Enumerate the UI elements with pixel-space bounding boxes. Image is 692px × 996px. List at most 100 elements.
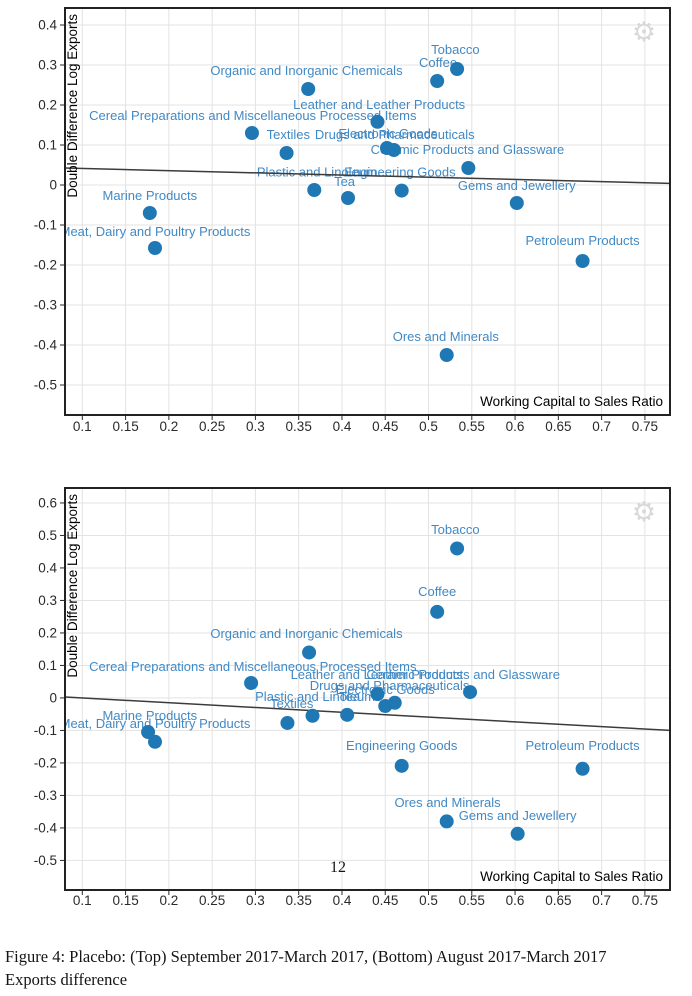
data-point[interactable] bbox=[148, 241, 163, 255]
y-tick-label: -0.2 bbox=[34, 755, 57, 770]
data-point[interactable] bbox=[450, 62, 465, 76]
y-tick-label: -0.1 bbox=[34, 218, 57, 233]
x-tick-label: 0.6 bbox=[506, 893, 525, 908]
x-tick-label: 0.75 bbox=[632, 419, 658, 434]
data-point[interactable] bbox=[301, 82, 316, 96]
y-tick-label: -0.5 bbox=[34, 378, 57, 393]
gear-icon[interactable]: ⚙ bbox=[632, 497, 656, 528]
x-tick-label: 0.45 bbox=[372, 893, 398, 908]
y-axis-title: Double Difference Log Exports bbox=[65, 494, 80, 678]
x-tick-label: 0.15 bbox=[112, 893, 138, 908]
data-point[interactable] bbox=[341, 191, 356, 205]
data-point[interactable] bbox=[142, 206, 157, 220]
y-tick-label: 0.5 bbox=[38, 528, 57, 543]
x-tick-label: 0.2 bbox=[159, 893, 178, 908]
point-label: Ores and Minerals bbox=[394, 795, 501, 810]
chart-top: Tobacco Coffee Organic and Inorganic Chemi… bbox=[0, 0, 692, 455]
data-point[interactable] bbox=[430, 74, 445, 88]
data-point[interactable] bbox=[387, 695, 402, 710]
x-axis-label: Working Capital to Sales Ratio bbox=[480, 869, 663, 884]
point-label: Tea bbox=[334, 174, 356, 189]
point-label: Tobacco bbox=[431, 42, 479, 57]
point-label: Petroleum Products bbox=[525, 738, 640, 753]
x-tick-label: 0.4 bbox=[333, 893, 352, 908]
data-point[interactable] bbox=[340, 707, 355, 722]
scatter-plot: Tobacco Coffee Organic and Inorganic Chemi… bbox=[0, 480, 692, 925]
point-label: Coffee bbox=[418, 584, 456, 599]
x-tick-label: 0.55 bbox=[459, 893, 485, 908]
data-point[interactable] bbox=[386, 143, 401, 157]
data-point[interactable] bbox=[370, 687, 385, 702]
data-point[interactable] bbox=[244, 675, 259, 690]
plot-border bbox=[64, 7, 671, 416]
point-label: Leather and Leather Products bbox=[291, 667, 464, 682]
data-point[interactable] bbox=[509, 196, 524, 210]
data-point[interactable] bbox=[575, 254, 590, 268]
data-point[interactable] bbox=[307, 183, 322, 197]
point-label: Tea bbox=[339, 689, 361, 704]
data-point[interactable] bbox=[302, 645, 317, 660]
y-tick-label: 0.3 bbox=[38, 593, 57, 608]
point-label: Leather and Leather Products bbox=[293, 97, 466, 112]
point-label: Cereal Preparations and Miscellaneous Pr… bbox=[89, 659, 417, 674]
y-tick-label: 0.4 bbox=[38, 18, 57, 33]
y-tick-label: 0 bbox=[49, 690, 57, 705]
data-point[interactable] bbox=[370, 114, 385, 129]
point-label: Petroleum Products bbox=[525, 233, 640, 248]
data-point[interactable] bbox=[439, 814, 454, 829]
y-tick-label: 0.2 bbox=[38, 625, 57, 640]
y-tick-label: -0.2 bbox=[34, 258, 57, 273]
trend-line bbox=[65, 696, 670, 732]
data-point[interactable] bbox=[244, 126, 259, 140]
point-label: Gems and Jewellery bbox=[458, 178, 576, 193]
data-point[interactable] bbox=[279, 146, 294, 160]
point-label: Electronic Goods bbox=[336, 682, 435, 697]
x-tick-label: 0.25 bbox=[199, 419, 225, 434]
point-label: Ceramic Products and Glassware bbox=[371, 142, 565, 157]
data-point[interactable] bbox=[439, 348, 454, 362]
x-tick-label: 0.7 bbox=[592, 419, 611, 434]
data-point[interactable] bbox=[280, 715, 295, 730]
gear-icon[interactable]: ⚙ bbox=[632, 17, 656, 48]
x-tick-label: 0.7 bbox=[592, 893, 611, 908]
point-label: Engineering Goods bbox=[346, 738, 458, 753]
point-label: Organic and Inorganic Chemicals bbox=[210, 63, 403, 78]
data-point[interactable] bbox=[148, 734, 163, 749]
x-tick-label: 0.65 bbox=[545, 893, 571, 908]
point-label: Marine Products bbox=[102, 188, 197, 203]
data-point[interactable] bbox=[575, 761, 590, 776]
y-tick-label: 0.1 bbox=[38, 658, 57, 673]
page-number: 12 bbox=[330, 859, 346, 876]
plot-background bbox=[0, 480, 692, 925]
y-tick-label: 0.6 bbox=[38, 495, 57, 510]
data-point[interactable] bbox=[394, 758, 409, 773]
x-tick-label: 0.5 bbox=[419, 419, 438, 434]
point-label: Cereal Preparations and Miscellaneous Pr… bbox=[89, 108, 417, 123]
x-tick-label: 0.1 bbox=[73, 893, 92, 908]
data-point[interactable] bbox=[510, 826, 525, 841]
x-tick-label: 0.35 bbox=[286, 893, 312, 908]
y-axis-title: Double Difference Log Exports bbox=[65, 14, 80, 198]
point-label: Marine Products bbox=[102, 708, 197, 723]
y-tick-label: -0.1 bbox=[34, 723, 57, 738]
point-label: Ores and Minerals bbox=[393, 329, 500, 344]
point-label: Coffee bbox=[419, 55, 457, 70]
data-point[interactable] bbox=[450, 541, 465, 556]
x-tick-label: 0.65 bbox=[545, 419, 571, 434]
x-tick-label: 0.35 bbox=[286, 419, 312, 434]
x-tick-label: 0.25 bbox=[199, 893, 225, 908]
point-label: Meat, Dairy and Poultry Products bbox=[60, 716, 251, 731]
data-point[interactable] bbox=[141, 725, 156, 740]
data-point[interactable] bbox=[430, 604, 445, 619]
data-point[interactable] bbox=[463, 685, 478, 700]
data-point[interactable] bbox=[305, 708, 320, 723]
point-label: Textiles bbox=[270, 696, 314, 711]
trend-line bbox=[65, 167, 670, 185]
plot-border bbox=[64, 487, 671, 891]
x-tick-label: 0.2 bbox=[159, 419, 178, 434]
x-tick-label: 0.3 bbox=[246, 893, 265, 908]
data-point[interactable] bbox=[461, 161, 476, 175]
data-point[interactable] bbox=[394, 183, 409, 198]
x-tick-label: 0.75 bbox=[632, 893, 658, 908]
